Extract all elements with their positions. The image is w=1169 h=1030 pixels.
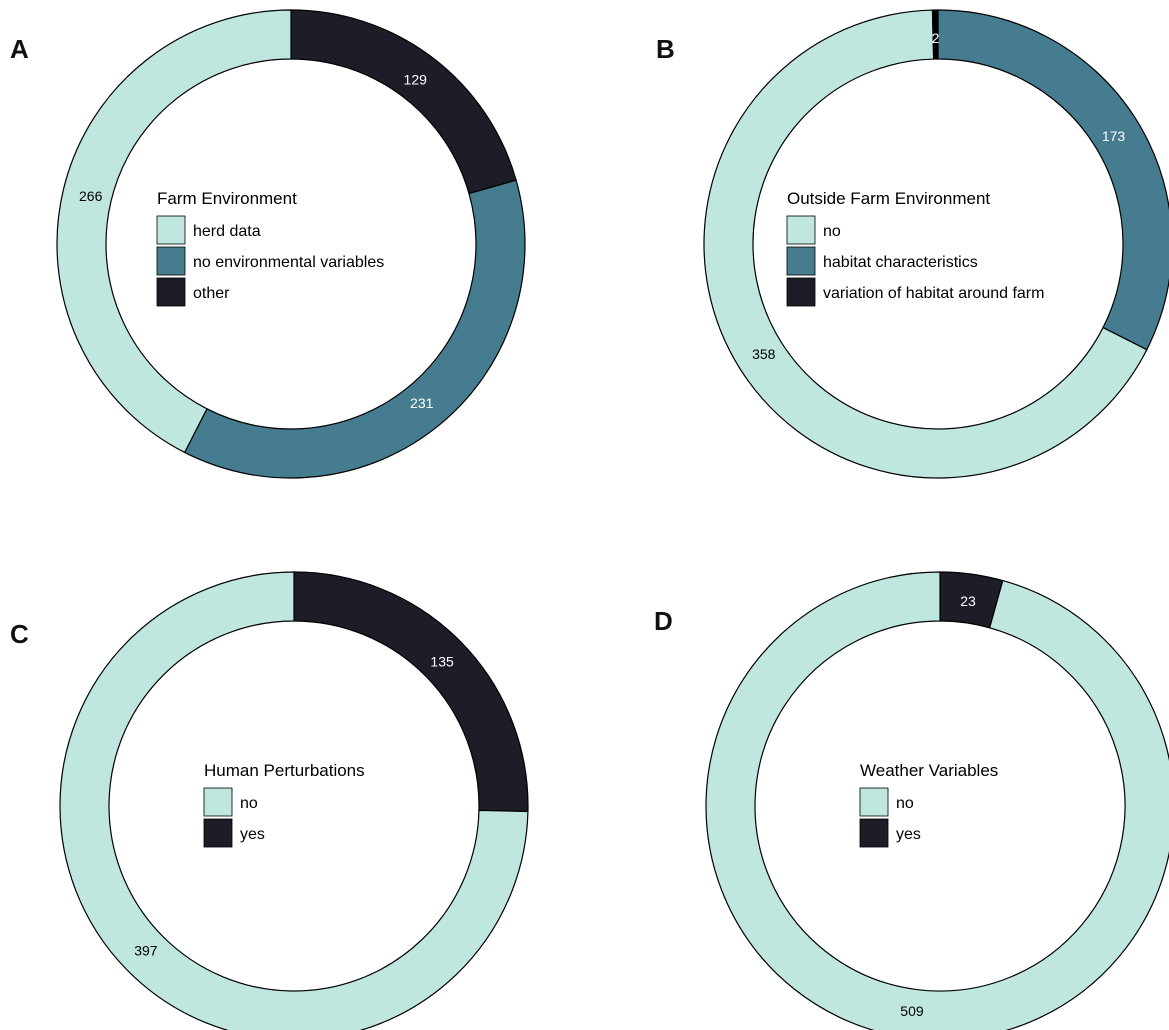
legend-swatch bbox=[156, 215, 186, 245]
data-label-yes: 23 bbox=[960, 593, 976, 609]
legend-label: variation of habitat around farm bbox=[823, 285, 1044, 302]
legend-label: no bbox=[823, 223, 841, 240]
panel-c: C 135 397 Human Perturbations no yes bbox=[10, 571, 529, 1030]
slice-no bbox=[705, 571, 1169, 1030]
legend-label: no bbox=[896, 795, 914, 812]
legend-label: yes bbox=[240, 826, 265, 843]
data-label-yes: 135 bbox=[430, 653, 454, 669]
legend-title: Human Perturbations bbox=[204, 761, 365, 780]
legend-label: yes bbox=[896, 826, 921, 843]
legend-label: no environmental variables bbox=[193, 254, 384, 271]
legend-swatch bbox=[786, 277, 816, 307]
legend-swatch bbox=[156, 246, 186, 276]
slice-other bbox=[290, 9, 517, 195]
data-label-other: 129 bbox=[404, 72, 428, 88]
data-label-variation-of-habitat-around-farm: 2 bbox=[932, 30, 940, 46]
legend-swatch bbox=[859, 787, 889, 817]
slice-no-environmental-variables bbox=[183, 179, 526, 479]
panel-letter: A bbox=[10, 34, 29, 64]
data-label-herd-data: 266 bbox=[79, 188, 103, 204]
data-label-habitat-characteristics: 173 bbox=[1102, 128, 1126, 144]
legend-swatch bbox=[156, 277, 186, 307]
legend-swatch bbox=[786, 246, 816, 276]
slice-herd-data bbox=[56, 9, 292, 454]
legend-swatch bbox=[786, 215, 816, 245]
panel-d: D 23 509 Weather Variables no yes bbox=[654, 571, 1169, 1030]
legend-swatch bbox=[203, 787, 233, 817]
data-label-no: 397 bbox=[134, 943, 158, 959]
panel-b: B 173 358 2 Outside Farm Environment no habita… bbox=[656, 9, 1169, 479]
panel-letter: C bbox=[10, 619, 29, 649]
legend-label: other bbox=[193, 285, 230, 302]
legend-swatch bbox=[203, 818, 233, 848]
data-label-no: 509 bbox=[900, 1003, 924, 1019]
legend-swatch bbox=[859, 818, 889, 848]
legend-label: no bbox=[240, 795, 258, 812]
panel-a: A 129 231 266 Farm Environment herd data no en… bbox=[10, 9, 526, 479]
panel-letter: D bbox=[654, 606, 673, 636]
legend-title: Farm Environment bbox=[157, 189, 297, 208]
slice-variation-of-habitat-around-farm bbox=[931, 9, 939, 60]
data-label-no: 358 bbox=[752, 346, 776, 362]
slice-no bbox=[59, 571, 529, 1030]
legend-title: Outside Farm Environment bbox=[787, 189, 990, 208]
legend-label: habitat characteristics bbox=[823, 254, 978, 271]
legend-label: herd data bbox=[193, 223, 261, 240]
data-label-no-environmental-variables: 231 bbox=[410, 395, 434, 411]
legend-title: Weather Variables bbox=[860, 761, 998, 780]
slice-no bbox=[703, 9, 1148, 479]
panel-letter: B bbox=[656, 34, 675, 64]
